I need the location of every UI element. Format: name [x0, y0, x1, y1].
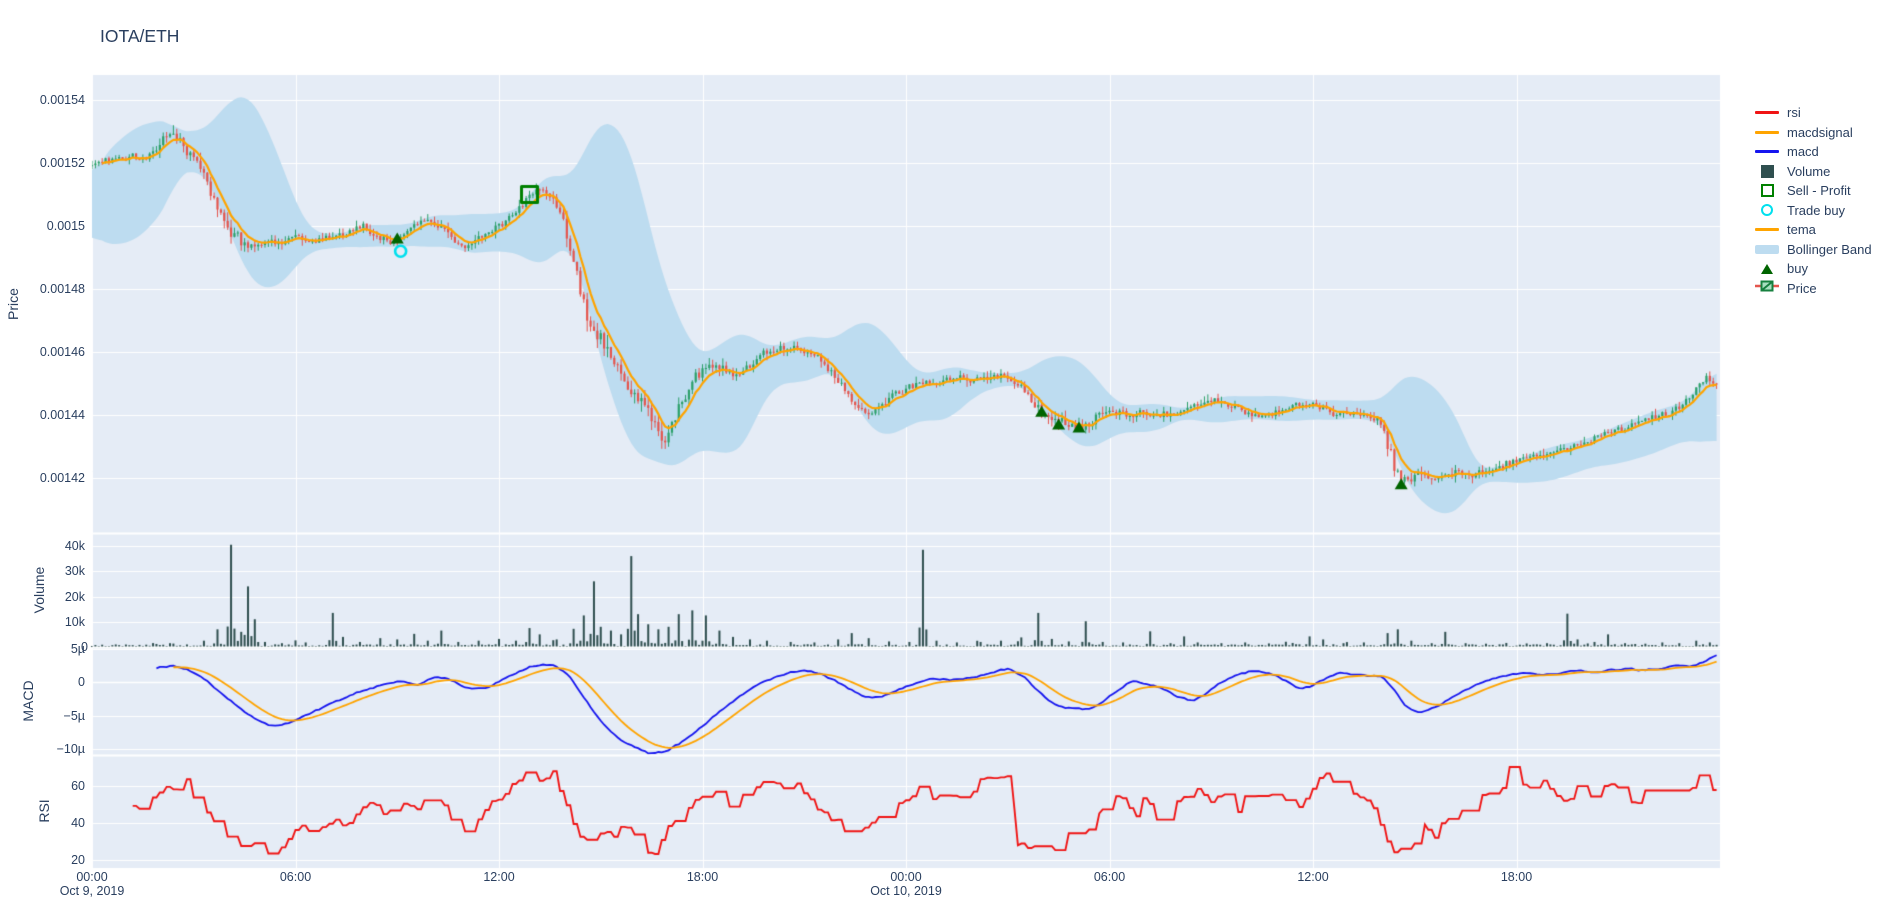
price-tick-label: 0.00142	[39, 471, 85, 485]
legend-label: Trade buy	[1787, 202, 1846, 218]
price-tick-label: 0.00148	[39, 282, 85, 296]
legend-label: buy	[1787, 261, 1808, 277]
macd-tick-label: −10µ	[56, 742, 85, 756]
legend-item-price[interactable]: Price	[1752, 279, 1890, 299]
x-date-label: Oct 10, 2019	[870, 884, 942, 898]
macd-line-swatch	[1752, 150, 1782, 154]
x-date-label: Oct 9, 2019	[59, 884, 125, 898]
legend-item-macd[interactable]: macd	[1752, 142, 1890, 162]
legend-item-rsi[interactable]: rsi	[1752, 103, 1890, 123]
volume-axis-title: Volume	[31, 566, 47, 614]
sell-profit-square-icon	[1752, 184, 1782, 198]
legend-item-volume[interactable]: Volume	[1752, 162, 1890, 182]
legend-label: macd	[1787, 144, 1819, 160]
x-tick-label: 18:00	[1500, 870, 1533, 884]
price-tick-label: 0.0015	[46, 219, 85, 233]
legend-item-trade-buy[interactable]: Trade buy	[1752, 201, 1890, 221]
x-tick-label: 06:00	[279, 870, 312, 884]
volume-tick-label: 0	[81, 640, 88, 654]
x-tick-label: 00:00	[890, 870, 922, 884]
trade-buy-circle-icon	[1752, 204, 1782, 217]
rsi-axis-title: RSI	[36, 799, 52, 823]
volume-square-swatch	[1752, 164, 1782, 178]
volume-tick-label: 40k	[64, 539, 85, 553]
rsi-tick-label: 20	[71, 853, 85, 867]
legend-label: Price	[1787, 280, 1817, 296]
volume-tick-label: 10k	[64, 614, 85, 629]
legend-label: tema	[1787, 222, 1816, 238]
macd-tick-label: 5µ	[70, 641, 85, 656]
legend-label: Bollinger Band	[1787, 241, 1872, 257]
buy-triangle-icon	[1752, 263, 1782, 274]
legend-item-sell-profit[interactable]: Sell - Profit	[1752, 181, 1890, 201]
tema-line-swatch	[1752, 228, 1782, 232]
price-tick-label: 0.00146	[39, 345, 85, 359]
volume-tick-label: 20k	[64, 589, 85, 604]
legend-label: rsi	[1787, 105, 1801, 121]
price-tick-label: 0.00144	[39, 408, 85, 422]
x-tick-label: 12:00	[1297, 870, 1329, 884]
legend-item-macdsignal[interactable]: macdsignal	[1752, 123, 1890, 143]
legend-label: Sell - Profit	[1787, 183, 1851, 199]
macd-axis-title: MACD	[20, 680, 36, 722]
volume-tick-label: 30k	[64, 564, 85, 579]
price-tick-label: 0.00152	[39, 156, 85, 170]
rsi-tick-label: 40	[71, 816, 85, 830]
legend-label: Volume	[1787, 163, 1831, 179]
macd-tick-label: 0	[78, 675, 85, 689]
price-candle-icon	[1752, 279, 1782, 298]
x-tick-label: 00:00	[76, 870, 108, 884]
legend-item-buy[interactable]: buy	[1752, 259, 1890, 279]
x-tick-label: 12:00	[483, 870, 515, 884]
x-tick-label: 06:00	[1093, 870, 1126, 884]
legend-item-tema[interactable]: tema	[1752, 220, 1890, 240]
legend: rsi macdsignal macd Volume Sell - Profit…	[1752, 103, 1890, 298]
x-tick-label: 18:00	[686, 870, 719, 884]
price-tick-label: 0.00154	[39, 93, 85, 107]
price-axis-title: Price	[5, 288, 21, 320]
macd-tick-label: −5µ	[63, 708, 85, 723]
bollinger-band-swatch	[1752, 244, 1782, 254]
macdsignal-line-swatch	[1752, 130, 1782, 134]
legend-label: macdsignal	[1787, 124, 1853, 140]
chart-title: IOTA/ETH	[100, 26, 180, 46]
rsi-tick-label: 60	[71, 779, 85, 793]
rsi-line-swatch	[1752, 111, 1782, 115]
legend-item-bollinger[interactable]: Bollinger Band	[1752, 240, 1890, 260]
